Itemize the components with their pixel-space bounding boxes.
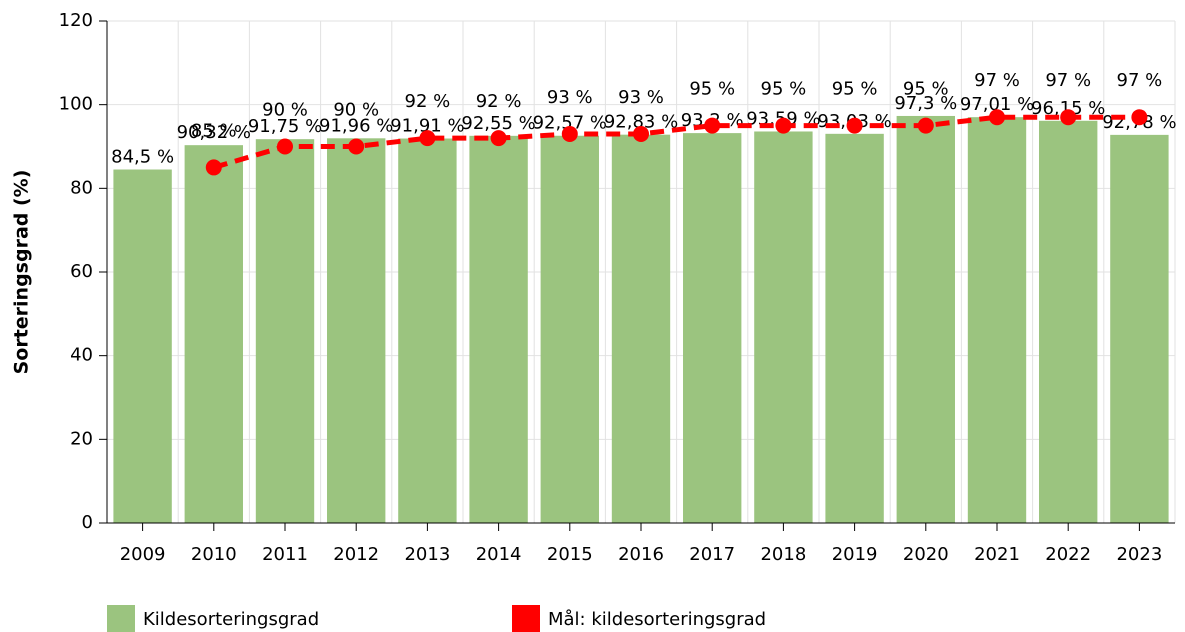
y-tick-label: 80	[70, 177, 93, 198]
target-point	[989, 109, 1005, 126]
bar-value-label: 97,3 %	[894, 93, 957, 114]
line-value-label: 95 %	[689, 79, 735, 100]
bar	[967, 117, 1027, 523]
line-value-label: 92 %	[405, 91, 451, 112]
y-tick-label: 100	[59, 94, 93, 115]
x-tick-label: 2012	[333, 544, 379, 565]
bar	[113, 169, 172, 523]
y-tick-label: 60	[70, 261, 93, 282]
bar	[1039, 120, 1098, 524]
x-tick-label: 2020	[903, 544, 949, 565]
target-point	[490, 130, 507, 147]
y-tick-label: 0	[82, 512, 93, 533]
bar-value-label: 91,91 %	[390, 116, 464, 137]
x-tick-label: 2017	[689, 544, 735, 565]
target-point	[561, 125, 578, 142]
legend-swatch	[107, 605, 135, 632]
line-value-label: 97 %	[1117, 70, 1163, 91]
bar	[184, 145, 243, 524]
x-tick-label: 2018	[760, 544, 806, 565]
target-point	[205, 159, 222, 176]
line-value-label: 90 %	[333, 100, 379, 121]
bar-value-label: 92,83 %	[604, 112, 678, 133]
legend-label: Mål: kildesorteringsgrad	[548, 609, 766, 630]
line-value-label: 85 %	[191, 120, 237, 141]
target-point	[348, 138, 365, 155]
target-point	[277, 138, 293, 155]
x-tick-label: 2014	[476, 544, 522, 565]
x-tick-label: 2023	[1116, 544, 1162, 565]
target-point	[633, 125, 649, 142]
bar-value-label: 84,5 %	[111, 147, 174, 168]
y-tick-label: 40	[70, 345, 93, 366]
bar	[1110, 134, 1169, 523]
line-value-label: 95 %	[832, 79, 878, 100]
x-tick-label: 2022	[1045, 544, 1091, 565]
line-value-label: 90 %	[262, 100, 308, 121]
bar-value-label: 92,55 %	[461, 113, 535, 134]
legend-swatch	[512, 605, 540, 632]
line-value-label: 92 %	[476, 91, 522, 112]
bar-value-label: 90,32 %	[177, 122, 251, 143]
bar	[896, 115, 955, 523]
target-point	[704, 117, 721, 134]
target-point	[775, 117, 792, 134]
bar	[398, 138, 457, 523]
bar	[255, 139, 315, 523]
line-value-label: 95 %	[903, 79, 949, 100]
bar	[469, 135, 528, 523]
line-value-label: 93 %	[547, 87, 593, 108]
x-tick-label: 2013	[404, 544, 450, 565]
target-point	[917, 117, 934, 134]
bar	[683, 133, 742, 523]
legend-label: Kildesorteringsgrad	[143, 609, 319, 630]
bar-value-label: 91,75 %	[248, 116, 322, 137]
bar-value-label: 91,96 %	[319, 115, 393, 136]
line-value-label: 95 %	[761, 79, 807, 100]
bar	[540, 135, 599, 523]
bar	[754, 131, 813, 524]
target-point	[419, 130, 436, 147]
x-tick-label: 2015	[547, 544, 593, 565]
y-axis-label: Sorteringsgrad (%)	[11, 170, 33, 375]
line-value-label: 93 %	[618, 87, 664, 108]
line-value-label: 97 %	[974, 70, 1020, 91]
bar-value-label: 92,57 %	[533, 113, 607, 134]
target-line	[213, 114, 1140, 170]
x-tick-label: 2010	[191, 544, 237, 565]
x-tick-label: 2011	[262, 544, 308, 565]
bar	[327, 138, 386, 523]
x-tick-label: 2019	[832, 544, 878, 565]
x-tick-label: 2021	[974, 544, 1020, 565]
bar	[825, 133, 884, 523]
target-point	[1131, 109, 1148, 126]
y-tick-label: 120	[59, 10, 93, 31]
bar-value-label: 96,15 %	[1031, 98, 1105, 119]
bar-value-label: 97,01 %	[960, 94, 1034, 115]
y-tick-label: 20	[70, 428, 93, 449]
target-point	[846, 117, 863, 134]
x-tick-label: 2016	[618, 544, 664, 565]
line-value-label: 97 %	[1045, 70, 1091, 91]
target-point	[1060, 109, 1077, 126]
x-tick-label: 2009	[120, 544, 166, 565]
bar	[611, 134, 671, 523]
